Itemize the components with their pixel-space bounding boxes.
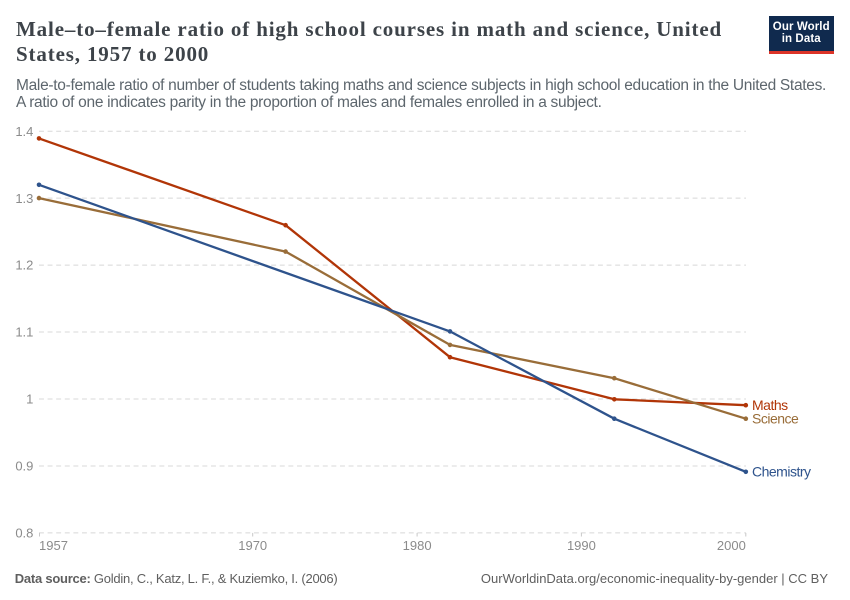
svg-text:1980: 1980 (403, 538, 432, 553)
svg-text:1.3: 1.3 (15, 191, 33, 206)
svg-text:0.8: 0.8 (15, 526, 33, 541)
svg-text:1: 1 (26, 392, 33, 407)
svg-text:1970: 1970 (238, 538, 267, 553)
svg-text:1957: 1957 (39, 538, 68, 553)
svg-text:Maths: Maths (752, 397, 788, 413)
svg-text:1.4: 1.4 (15, 124, 33, 139)
svg-text:Chemistry: Chemistry (752, 464, 811, 480)
svg-text:Science: Science (752, 410, 799, 426)
svg-text:1990: 1990 (567, 538, 596, 553)
svg-text:0.9: 0.9 (15, 459, 33, 474)
svg-text:1.2: 1.2 (15, 258, 33, 273)
svg-text:1.1: 1.1 (15, 325, 33, 340)
svg-text:2000: 2000 (717, 538, 746, 553)
